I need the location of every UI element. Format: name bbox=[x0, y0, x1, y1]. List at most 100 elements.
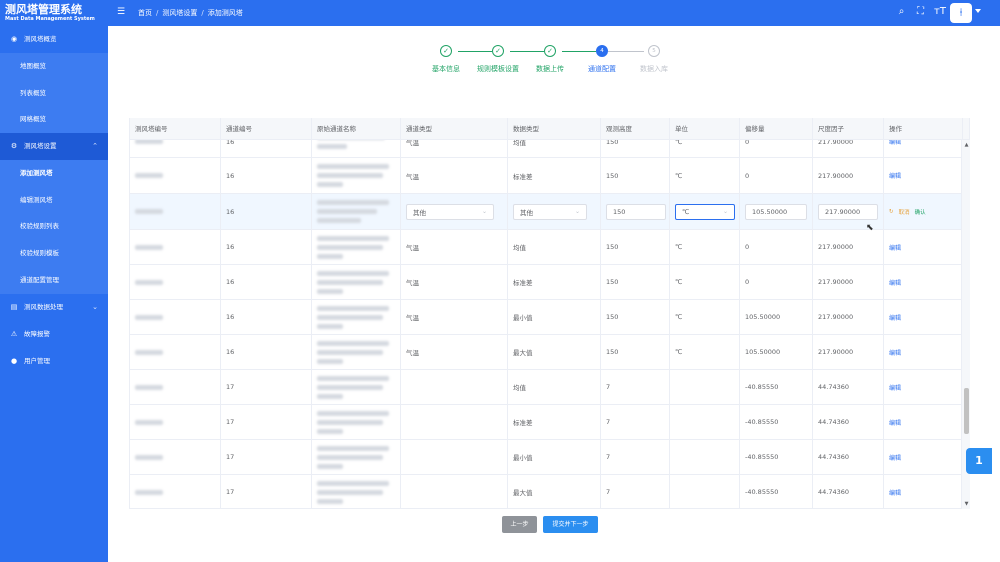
height-cell: 150 bbox=[601, 335, 670, 369]
table-row[interactable]: 17 标准差 7 -40.85550 44.74360 编辑 bbox=[130, 405, 963, 440]
breadcrumb-current: 添加测风塔 bbox=[207, 9, 243, 17]
sidebar-group-users[interactable]: ● 用户管理 bbox=[0, 348, 108, 375]
scale-cell: 217.90000 bbox=[813, 194, 884, 229]
sidebar-toggle-icon[interactable]: ☰ bbox=[116, 7, 126, 17]
mast-id-cell bbox=[130, 158, 221, 193]
table-row[interactable]: 16 气温 标准差 150 ℃ 0 217.90000 编辑 bbox=[130, 265, 963, 300]
scale-cell: 44.74360 bbox=[813, 405, 884, 439]
previous-step-button[interactable]: 上一步 bbox=[502, 516, 537, 533]
action-cell: 编辑 bbox=[884, 300, 963, 334]
sidebar-group-data-process[interactable]: ▤ 测风数据处理 ⌄ bbox=[0, 294, 108, 321]
sidebar-item-rule-list[interactable]: 校验规则列表 bbox=[0, 213, 108, 241]
raw-name-cell bbox=[312, 405, 401, 439]
height-input[interactable]: 150 bbox=[606, 203, 666, 220]
table-row[interactable]: 16 气温 最大值 150 ℃ 105.50000 217.90000 编辑 bbox=[130, 335, 963, 370]
data-type-cell: 标准差 bbox=[508, 265, 601, 299]
table-header: 测风塔编号 通道编号 原始通道名称 通道类型 数据类型 观测高度 单位 偏移量 … bbox=[130, 118, 969, 140]
table-row[interactable]: 16 气温 最小值 150 ℃ 105.50000 217.90000 编辑 bbox=[130, 300, 963, 335]
confirm-link[interactable]: 确认 bbox=[914, 209, 926, 216]
step-3-check-icon: ✓ bbox=[544, 45, 556, 57]
height-cell: 150 bbox=[601, 140, 670, 157]
search-icon[interactable]: ⌕ bbox=[898, 6, 905, 17]
step-connector bbox=[458, 51, 492, 52]
sidebar-group-label: 测风数据处理 bbox=[24, 302, 63, 311]
channel-type-value: 其他 bbox=[413, 208, 426, 217]
sidebar-group-overview[interactable]: ◉ 测风塔概览 bbox=[0, 26, 108, 53]
font-size-icon[interactable]: ᴛT bbox=[934, 6, 946, 17]
edit-link[interactable]: 编辑 bbox=[889, 419, 902, 427]
edit-link[interactable]: 编辑 bbox=[889, 244, 902, 252]
edit-link[interactable]: 编辑 bbox=[889, 140, 902, 146]
channel-cell: 17 bbox=[221, 475, 312, 508]
edit-link[interactable]: 编辑 bbox=[889, 279, 902, 287]
channel-cell: 16 bbox=[221, 300, 312, 334]
unit-select[interactable]: ℃ ⌄ bbox=[675, 203, 735, 220]
data-type-cell: 均值 bbox=[508, 370, 601, 404]
sidebar-group-settings[interactable]: ⚙ 测风塔设置 ⌃ bbox=[0, 133, 108, 161]
channel-type-select[interactable]: 其他 ⌄ bbox=[406, 203, 494, 220]
action-cell: 编辑 bbox=[884, 370, 963, 404]
action-cell: 编辑 bbox=[884, 140, 963, 157]
offset-input[interactable]: 105.50000 bbox=[745, 203, 807, 220]
table-row[interactable]: 16 气温 均值 150 ℃ 0 217.90000 编辑 bbox=[130, 140, 963, 158]
sidebar-item-channel-config[interactable]: 通道配置管理 bbox=[0, 266, 108, 294]
edit-link[interactable]: 编辑 bbox=[889, 173, 902, 180]
edit-link[interactable]: 编辑 bbox=[889, 384, 902, 392]
sidebar-item-edit-mast[interactable]: 编辑测风塔 bbox=[0, 186, 108, 214]
column-header: 原始通道名称 bbox=[312, 118, 401, 140]
breadcrumb-settings[interactable]: 测风塔设置 bbox=[162, 9, 198, 17]
sidebar-item-map[interactable]: 地图概览 bbox=[0, 53, 108, 80]
avatar[interactable]: ⍿ bbox=[950, 3, 972, 23]
column-header: 数据类型 bbox=[508, 118, 601, 140]
avatar-dropdown-icon[interactable] bbox=[975, 9, 981, 13]
table-scrollbar[interactable]: ▲ ▼ bbox=[961, 140, 970, 509]
action-cell: 编辑 bbox=[884, 440, 963, 474]
unit-cell: ℃ bbox=[670, 265, 740, 299]
breadcrumb-home[interactable]: 首页 bbox=[138, 9, 152, 17]
edit-link[interactable]: 编辑 bbox=[889, 349, 902, 357]
sidebar-group-alarm[interactable]: ⚠ 故障报警 bbox=[0, 321, 108, 348]
column-header: 单位 bbox=[670, 118, 740, 140]
table-row[interactable]: 16 气温 标准差 150 ℃ 0 217.90000 编辑 bbox=[130, 158, 963, 194]
data-type-select[interactable]: 其他 ⌄ bbox=[513, 203, 587, 220]
floating-help-button[interactable]: 1 bbox=[966, 448, 992, 474]
channel-type-cell: 气温 bbox=[401, 158, 508, 193]
sidebar-item-grid[interactable]: 网格概览 bbox=[0, 106, 108, 134]
data-process-icon: ▤ bbox=[10, 302, 18, 311]
edit-link[interactable]: 编辑 bbox=[889, 489, 902, 497]
action-cell: ↻ 取消 确认 bbox=[884, 194, 963, 229]
gear-icon: ⚙ bbox=[10, 142, 18, 151]
step-4-marker: 4 bbox=[596, 45, 608, 57]
scrollbar-thumb[interactable] bbox=[964, 388, 969, 434]
edit-link[interactable]: 编辑 bbox=[889, 314, 902, 322]
alarm-icon: ⚠ bbox=[10, 329, 18, 338]
mast-id-cell bbox=[130, 475, 221, 508]
edit-link[interactable]: 编辑 bbox=[889, 454, 902, 462]
sidebar-item-list[interactable]: 列表概览 bbox=[0, 79, 108, 107]
column-header: 通道编号 bbox=[221, 118, 312, 140]
submit-next-step-button[interactable]: 提交并下一步 bbox=[543, 516, 598, 533]
fullscreen-icon[interactable]: ⛶ bbox=[917, 6, 924, 17]
scroll-up-icon[interactable]: ▲ bbox=[964, 142, 969, 148]
scale-cell: 217.90000 bbox=[813, 265, 884, 299]
action-cell: 编辑 bbox=[884, 405, 963, 439]
offset-cell: 0 bbox=[740, 140, 813, 157]
offset-cell: -40.85550 bbox=[740, 475, 813, 508]
step-3-label: 数据上传 bbox=[536, 65, 564, 73]
table-row-editing[interactable]: 16 其他 ⌄ 其他 ⌄ 150 ℃ ⌄ 105.50000 217.90000 bbox=[130, 194, 963, 230]
table-row[interactable]: 17 最大值 7 -40.85550 44.74360 编辑 bbox=[130, 475, 963, 508]
scale-input[interactable]: 217.90000 bbox=[818, 203, 878, 220]
table-row[interactable]: 17 均值 7 -40.85550 44.74360 编辑 bbox=[130, 370, 963, 405]
sidebar-item-add-mast[interactable]: 添加测风塔 bbox=[0, 160, 108, 187]
sidebar-item-rule-template[interactable]: 校验规则模板 bbox=[0, 240, 108, 267]
table-row[interactable]: 17 最小值 7 -40.85550 44.74360 编辑 bbox=[130, 440, 963, 475]
column-header: 偏移量 bbox=[740, 118, 813, 140]
action-cell: 编辑 bbox=[884, 335, 963, 369]
height-cell: 150 bbox=[601, 300, 670, 334]
table-row[interactable]: 16 气温 均值 150 ℃ 0 217.90000 编辑 bbox=[130, 230, 963, 265]
cancel-link[interactable]: 取消 bbox=[898, 209, 910, 216]
sidebar-group-label: 测风塔概览 bbox=[24, 35, 57, 43]
step-1-check-icon: ✓ bbox=[440, 45, 452, 57]
channel-cell: 16 bbox=[221, 230, 312, 264]
scroll-down-icon[interactable]: ▼ bbox=[964, 501, 969, 507]
